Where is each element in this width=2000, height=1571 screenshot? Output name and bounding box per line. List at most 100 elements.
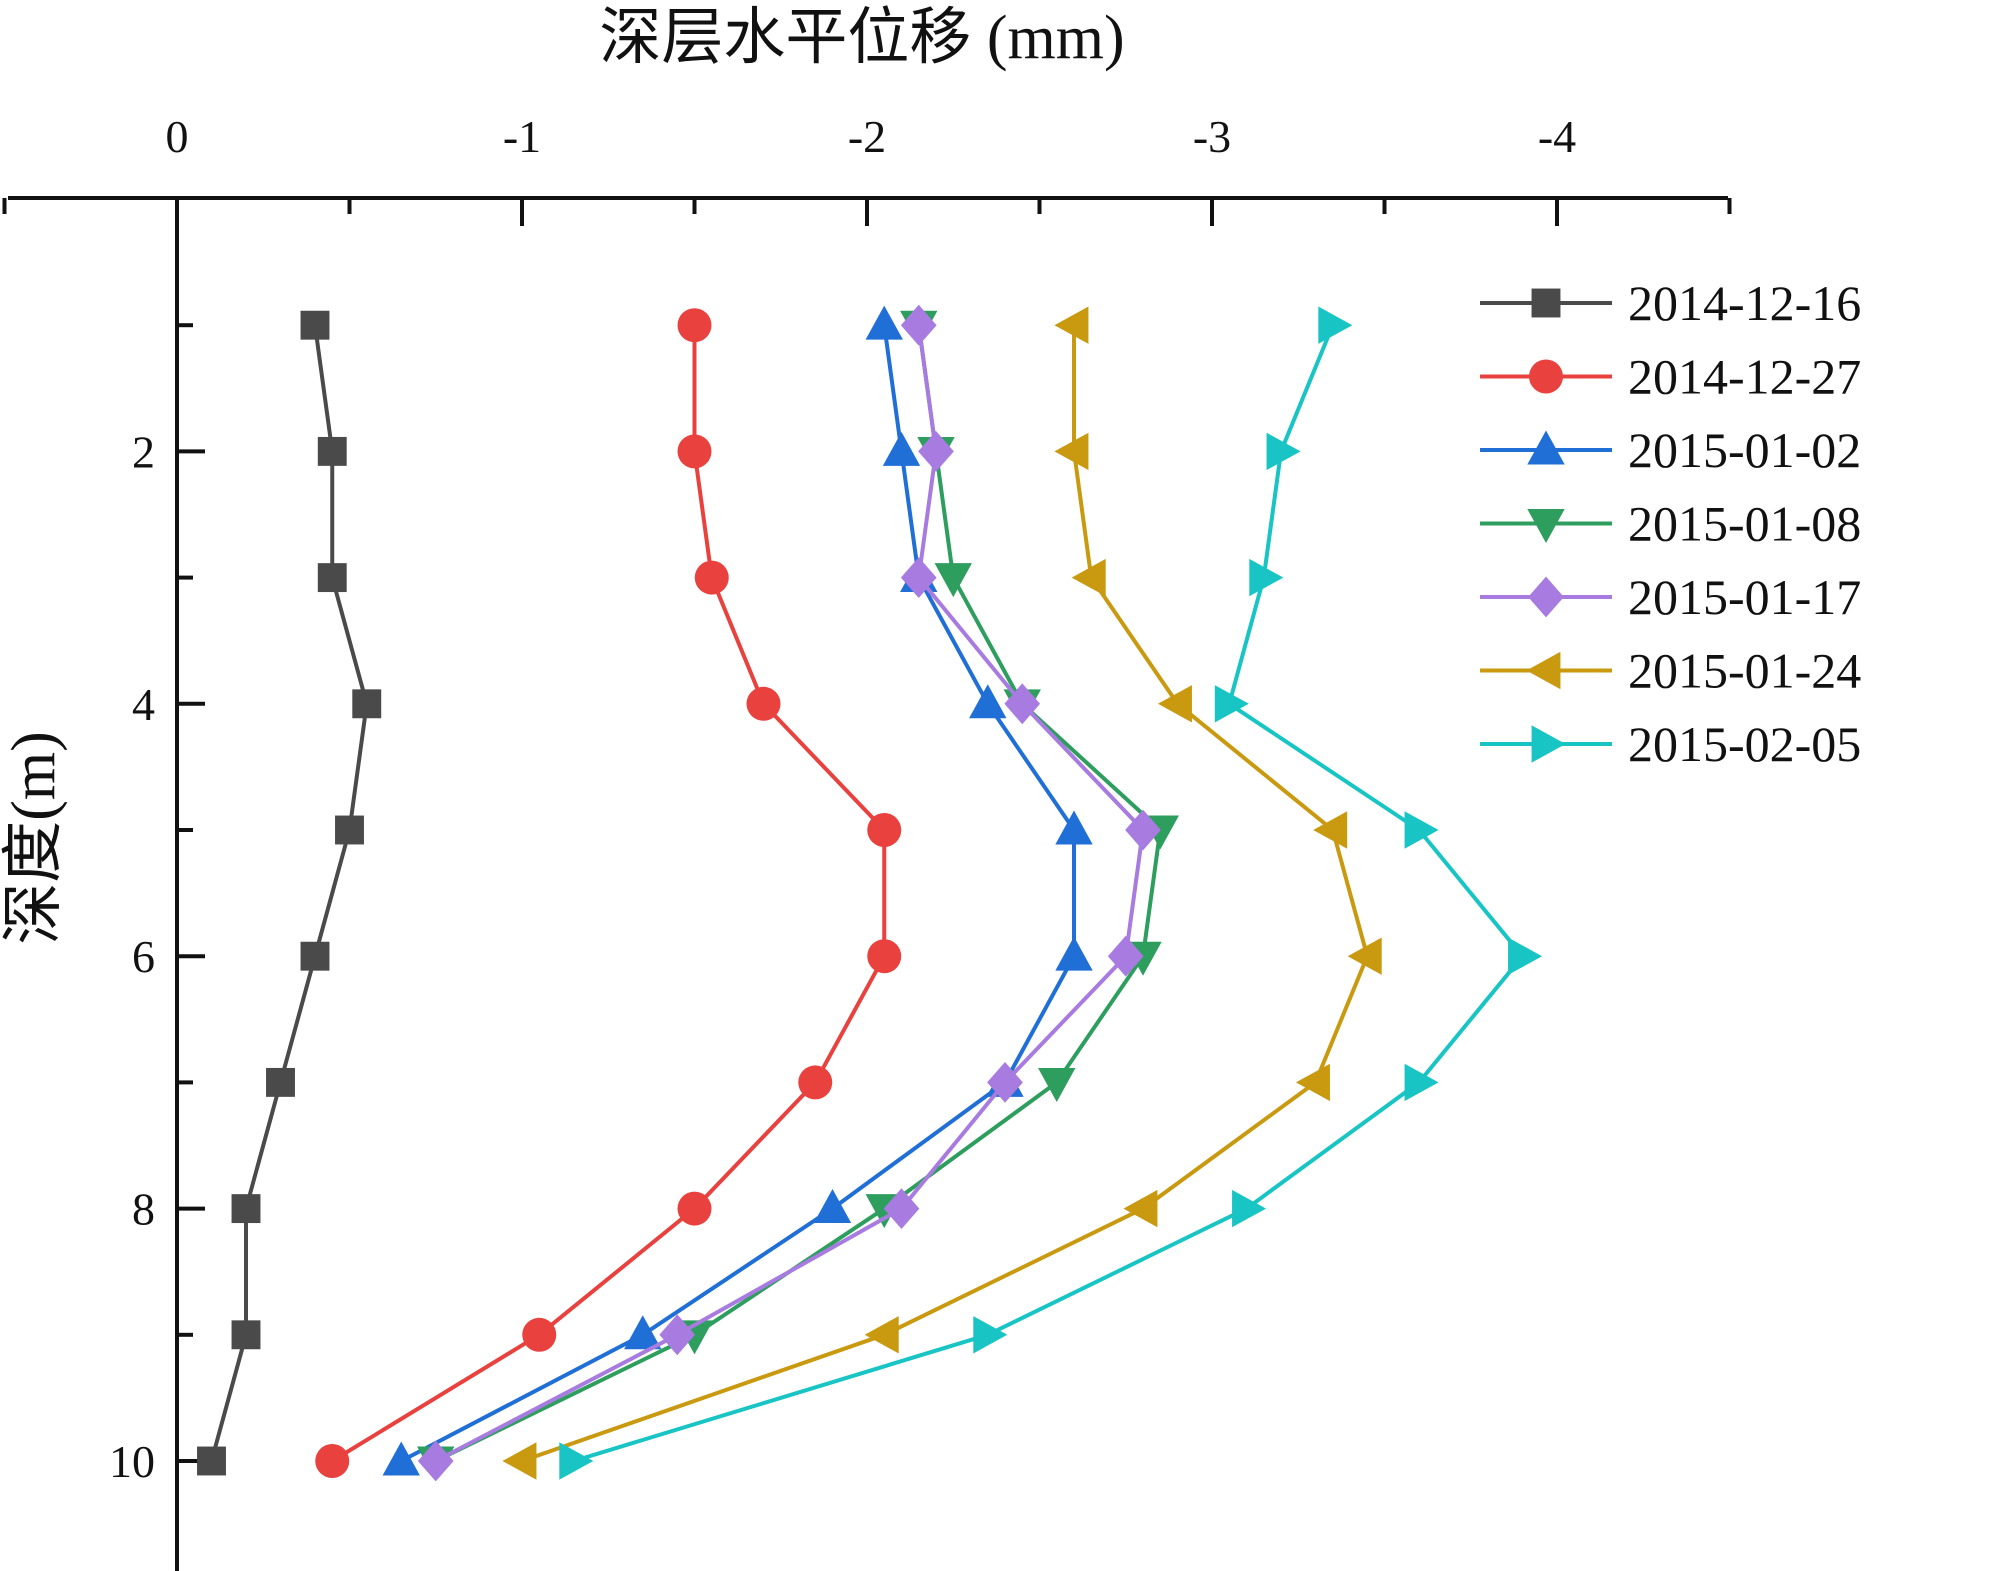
data-point (1125, 809, 1161, 851)
data-point (677, 1191, 712, 1226)
legend-label: 2014-12-27 (1628, 349, 1861, 405)
data-point (317, 436, 347, 466)
data-point (694, 560, 729, 595)
legend: 2014-12-16 2014-12-27 2015-01-02 2015-01-08… (1480, 275, 1861, 772)
data-point (900, 557, 937, 598)
data-point (798, 1065, 833, 1100)
data-point (677, 308, 712, 343)
data-point (266, 1067, 295, 1097)
legend-item: 2014-12-27 (1480, 349, 1861, 405)
y-axis-title: 深度(m) (0, 731, 68, 945)
data-point (1318, 306, 1353, 344)
series-line (521, 325, 1370, 1463)
series-2015-02-05 (559, 306, 1543, 1480)
data-point (1249, 558, 1284, 597)
data-point (867, 813, 902, 847)
data-point (1004, 683, 1041, 725)
legend-label: 2015-01-17 (1628, 569, 1861, 625)
legend-marker (1527, 509, 1565, 544)
data-point (677, 434, 712, 469)
y-tick-label: 4 (132, 679, 155, 730)
data-point (865, 305, 903, 340)
legend-label: 2015-02-05 (1628, 716, 1861, 772)
legend-item: 2015-01-02 (1480, 422, 1861, 478)
series-layer (197, 304, 1543, 1482)
data-point (813, 1189, 852, 1224)
data-point (522, 1317, 557, 1352)
data-point (502, 1442, 537, 1480)
legend-item: 2015-01-17 (1480, 569, 1861, 625)
data-point (1157, 685, 1192, 723)
data-point (1347, 937, 1382, 975)
x-tick-label: -2 (848, 111, 886, 162)
data-point (300, 941, 330, 971)
legend-item: 2014-12-16 (1480, 275, 1861, 331)
legend-marker (1529, 359, 1563, 394)
data-point (317, 563, 347, 593)
x-tick-label: -3 (1193, 111, 1231, 162)
data-point (867, 939, 902, 974)
data-point (300, 310, 330, 340)
data-point (315, 1444, 350, 1478)
data-point (659, 1314, 696, 1356)
series-line (400, 324, 1076, 1463)
data-point (918, 431, 954, 472)
data-point (1313, 811, 1348, 849)
data-point (1038, 1067, 1076, 1102)
series-2015-01-24 (502, 306, 1382, 1480)
data-point (559, 1442, 594, 1480)
series-2015-01-17 (417, 304, 1161, 1482)
x-axis-title: 深层水平位移 (mm) (599, 4, 1124, 72)
y-tick-label: 6 (132, 931, 155, 982)
y-tick-label: 10 (109, 1436, 155, 1487)
axes: 0 -1 -2 -3 -4 2 4 6 8 10 (2, 111, 1732, 1571)
series-2014-12-27 (315, 308, 902, 1478)
y-tick-label: 2 (132, 426, 155, 477)
x-tick-label: -4 (1538, 111, 1576, 162)
data-point (624, 1315, 662, 1350)
data-point (1214, 685, 1249, 723)
data-point (1404, 811, 1439, 849)
data-point (1071, 558, 1106, 597)
x-tick-label: 0 (166, 111, 189, 162)
data-point (1123, 1189, 1158, 1228)
series-2014-12-16 (197, 310, 382, 1476)
data-point (883, 1188, 920, 1229)
legend-label: 2015-01-08 (1628, 496, 1861, 552)
data-point (1054, 432, 1089, 471)
legend-label: 2015-01-24 (1628, 643, 1861, 699)
data-point (231, 1320, 261, 1350)
data-point (1054, 306, 1089, 344)
data-point (417, 1440, 454, 1482)
data-point (382, 1441, 420, 1476)
data-point (1107, 935, 1144, 977)
data-point (197, 1446, 226, 1476)
data-point (1232, 1189, 1267, 1228)
legend-marker (1528, 576, 1564, 618)
data-point (1055, 936, 1093, 971)
data-point (900, 304, 937, 346)
legend-label: 2014-12-16 (1628, 275, 1861, 331)
legend-item: 2015-01-24 (1480, 643, 1861, 699)
y-tick-label: 8 (132, 1184, 155, 1235)
legend-marker (1526, 651, 1561, 690)
series-line (434, 324, 1163, 1463)
data-point (746, 686, 781, 721)
data-point (335, 815, 364, 845)
data-point (882, 431, 921, 466)
data-point (987, 1062, 1023, 1103)
legend-marker (1527, 430, 1565, 465)
data-point (973, 1316, 1008, 1354)
data-point (231, 1194, 261, 1224)
data-point (1404, 1063, 1439, 1102)
legend-label: 2015-01-02 (1628, 422, 1861, 478)
x-tick-label: -1 (503, 111, 541, 162)
data-point (1266, 432, 1301, 471)
series-line (331, 325, 887, 1463)
data-point (864, 1316, 899, 1354)
legend-item: 2015-01-08 (1480, 496, 1861, 552)
data-point (352, 689, 382, 719)
legend-item: 2015-02-05 (1480, 716, 1861, 772)
data-point (934, 563, 972, 598)
